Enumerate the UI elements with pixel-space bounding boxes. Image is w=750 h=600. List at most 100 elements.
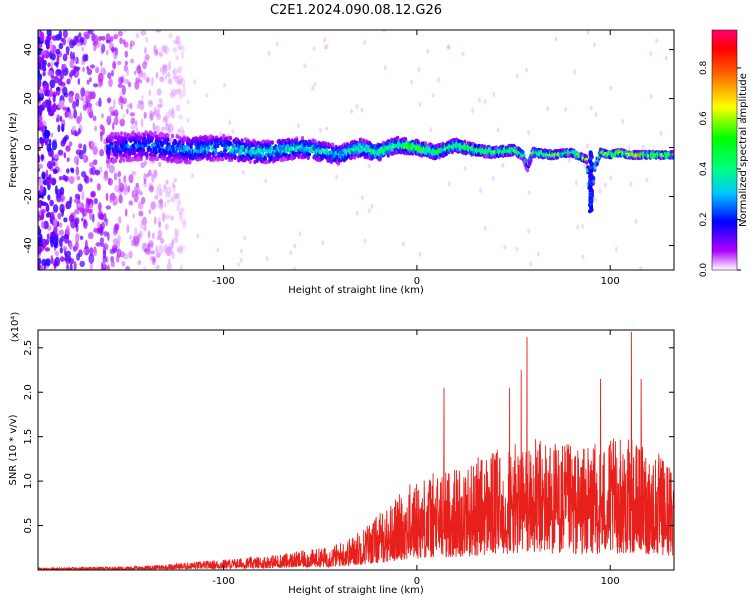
heatmap-cell: [483, 98, 487, 104]
heatmap-cell: [527, 130, 531, 136]
heatmap-cell: [103, 69, 107, 75]
heatmap-cell: [41, 138, 45, 144]
heatmap-cell: [188, 149, 192, 154]
heatmap-cell: [177, 140, 182, 145]
heatmap-cell: [41, 258, 47, 266]
heatmap-cell: [63, 152, 67, 159]
y-tick-label: 2.0: [23, 384, 34, 400]
heatmap-cell: [82, 54, 88, 62]
heatmap-cell: [589, 105, 593, 111]
heatmap-cell: [525, 67, 528, 73]
heatmap-cell: [78, 128, 81, 135]
heatmap-cell: [66, 263, 69, 270]
heatmap-cell: [128, 151, 132, 156]
heatmap-cell: [128, 174, 134, 184]
heatmap-cell: [58, 42, 64, 50]
heatmap-cell: [38, 120, 44, 128]
heatmap-cell: [463, 166, 467, 172]
heatmap-cell: [170, 249, 174, 255]
heatmap-cell: [44, 89, 51, 97]
heatmap-cell: [47, 98, 52, 108]
heatmap-cell: [41, 50, 47, 56]
heatmap-cell: [49, 235, 54, 244]
heatmap-cell: [228, 141, 233, 146]
heatmap-cell: [39, 265, 44, 270]
heatmap-cell: [53, 154, 59, 159]
spectrogram-ticks: -100 0 100 -40 -20 0 20 40: [23, 30, 674, 287]
heatmap-cell: [621, 118, 625, 124]
heatmap-cell: [153, 169, 158, 179]
heatmap-cell: [149, 113, 154, 121]
heatmap-cell: [228, 136, 233, 141]
heatmap-cell: [43, 129, 50, 138]
heatmap-cell: [110, 111, 116, 116]
heatmap-cell: [99, 237, 104, 244]
heatmap-cell: [105, 205, 112, 210]
heatmap-cell: [156, 236, 162, 241]
heatmap-cell: [56, 86, 61, 91]
heatmap-cell: [123, 175, 127, 184]
heatmap-cell: [157, 162, 162, 168]
heatmap-cell: [148, 182, 154, 190]
heatmap-cell: [416, 140, 420, 145]
heatmap-cell: [151, 232, 155, 240]
heatmap-cell: [72, 100, 77, 110]
heatmap-cell: [126, 104, 132, 109]
heatmap-cell: [521, 149, 525, 155]
heatmap-cell: [90, 191, 96, 198]
heatmap-cell: [536, 251, 540, 257]
heatmap-cell: [52, 93, 56, 103]
heatmap-cell: [68, 242, 73, 250]
heatmap-cell: [325, 147, 329, 153]
heatmap-cell: [122, 158, 126, 163]
heatmap-cell: [58, 30, 63, 40]
heatmap-cell: [581, 224, 585, 229]
heatmap-cell: [93, 44, 97, 52]
heatmap-cell: [38, 262, 41, 270]
heatmap-cell: [59, 247, 63, 254]
heatmap-cell: [181, 88, 187, 98]
heatmap-cell: [169, 91, 175, 99]
heatmap-cell: [155, 245, 159, 254]
heatmap-cell: [123, 30, 127, 34]
heatmap-cell: [122, 113, 126, 119]
heatmap-cell: [95, 242, 102, 247]
heatmap-cell: [130, 239, 136, 247]
heatmap-cell: [107, 72, 112, 79]
heatmap-cell: [417, 67, 421, 73]
heatmap-cell: [239, 258, 243, 263]
heatmap-cell: [178, 211, 184, 221]
heatmap-cell: [50, 148, 54, 159]
y-tick-label: 0: [23, 144, 34, 150]
heatmap-cell: [177, 41, 182, 50]
heatmap-cell: [529, 158, 533, 163]
heatmap-cell: [496, 127, 500, 133]
heatmap-cell: [141, 196, 146, 205]
heatmap-cell: [38, 56, 42, 65]
heatmap-cell: [103, 243, 109, 251]
heatmap-cell: [268, 140, 272, 145]
x-tick-label: 0: [414, 276, 420, 287]
heatmap-cell: [143, 173, 147, 182]
heatmap-cell: [45, 39, 50, 50]
heatmap-cell: [175, 35, 181, 44]
heatmap-cell: [75, 233, 80, 243]
heatmap-cell: [156, 107, 161, 118]
heatmap-cell: [165, 118, 168, 126]
heatmap-cell: [147, 139, 151, 144]
heatmap-cell: [57, 149, 64, 156]
heatmap-cell: [151, 258, 156, 266]
heatmap-cell: [176, 35, 179, 45]
heatmap-cell: [45, 212, 50, 218]
heatmap-cell: [62, 174, 67, 181]
heatmap-cell: [48, 110, 54, 117]
heatmap-cell: [133, 193, 139, 203]
heatmap-cell: [664, 55, 668, 61]
heatmap-cell: [132, 148, 136, 153]
heatmap-cell: [106, 97, 112, 104]
heatmap-cell: [86, 102, 92, 108]
heatmap-cell: [61, 123, 65, 133]
heatmap-cell: [275, 41, 279, 47]
heatmap-cell: [527, 190, 531, 195]
heatmap-cell: [130, 117, 136, 125]
